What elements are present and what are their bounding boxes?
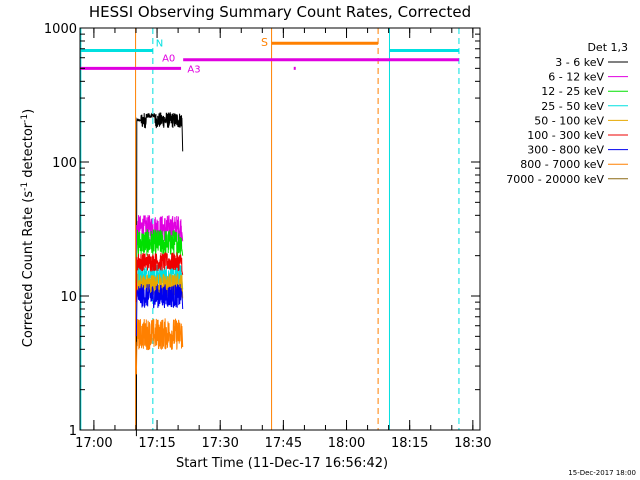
y-tick-label: 10: [60, 290, 77, 305]
legend-label: 50 - 100 keV: [534, 114, 604, 127]
x-axis-label: Start Time (11-Dec-17 16:56:42): [176, 456, 388, 471]
legend-label: 3 - 6 keV: [555, 56, 604, 69]
y-tick-label: 1000: [44, 22, 77, 37]
legend-title: Det 1,3: [587, 41, 628, 54]
annotation-label-n: N: [156, 38, 163, 49]
annotation-label-a3: A3: [187, 64, 200, 75]
series-line-2: [135, 215, 184, 269]
legend-label: 800 - 7000 keV: [520, 158, 604, 171]
plot-frame: [79, 27, 481, 431]
y-tick-label: 100: [52, 156, 77, 171]
y-axis-label-superscript: -1: [20, 182, 30, 191]
series-line-3: [135, 229, 184, 284]
x-tick-label: 17:45: [265, 436, 302, 451]
y-axis-label-superscript: -1: [20, 114, 30, 123]
annotation-label-a0: A0: [162, 54, 175, 65]
annotation-label-s: S: [261, 36, 268, 49]
footer-timestamp: 15-Dec-2017 18:00: [568, 469, 636, 477]
legend-label: 6 - 12 keV: [548, 71, 604, 84]
legend-label: 25 - 50 keV: [541, 100, 604, 113]
x-tick-label: 17:00: [75, 436, 112, 451]
legend-label: 12 - 25 keV: [541, 85, 604, 98]
x-tick-label: 17:30: [201, 436, 238, 451]
series-line-1: [135, 112, 184, 437]
plot-area: N A0 A3 S 1 10 100 1000 17:00 17:15 17:30 17:45 18:0…: [44, 22, 492, 451]
x-tick-label: 17:15: [138, 436, 175, 451]
legend-label: 7000 - 20000 keV: [506, 173, 604, 186]
y-axis-label: Corrected Count Rate (s-1 detector-1): [20, 109, 36, 347]
x-tick-label: 18:00: [328, 436, 365, 451]
y-axis-label-part: Corrected Count Rate (s: [21, 191, 36, 348]
x-tick-label: 18:15: [391, 436, 428, 451]
series-line-8: [135, 318, 184, 375]
y-axis-label-part: ): [21, 109, 36, 114]
state-bar-dot: [293, 66, 296, 70]
y-axis-label-part: detector: [21, 122, 36, 182]
x-tick-label: 18:30: [454, 436, 491, 451]
legend-label: 100 - 300 keV: [527, 129, 604, 142]
series-line-7: [135, 284, 184, 337]
y-tick-label: 1: [69, 424, 77, 439]
legend-label: 300 - 800 keV: [527, 144, 604, 157]
series-line-6: [135, 252, 184, 303]
chart-title: HESSI Observing Summary Count Rates, Cor…: [89, 3, 471, 21]
